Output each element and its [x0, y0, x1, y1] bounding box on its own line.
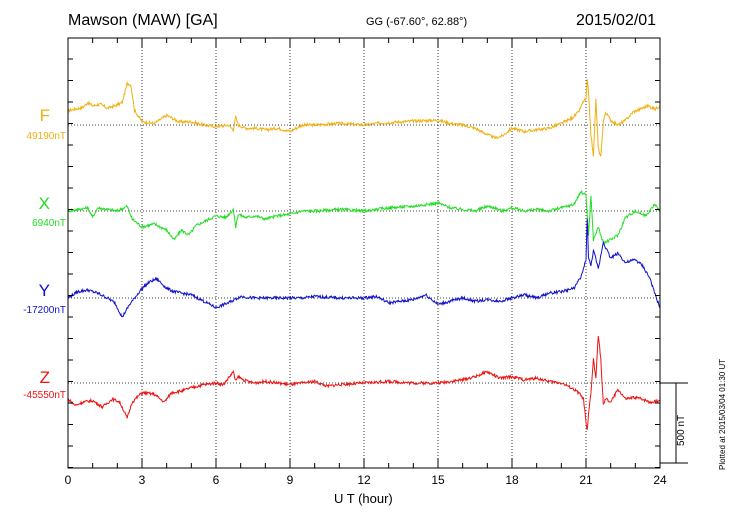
station-title: Mawson (MAW) [GA]: [68, 12, 218, 29]
plot-frame: [67, 37, 661, 469]
baseline-label-y: -17200nT: [23, 305, 66, 316]
coordinates-label: GG (-67.60°, 62.88°): [366, 16, 468, 28]
plotted-timestamp-note: Plotted at 2015/03/04 01:30 UT: [718, 358, 727, 470]
scale-bar-label: 500 nT: [676, 414, 687, 446]
x-tick-label: 9: [287, 473, 294, 487]
series-line-z: [67, 335, 661, 430]
scale-bar: [660, 382, 688, 464]
series-line-f: [67, 79, 661, 157]
grid-lines: [68, 38, 660, 468]
baseline-label-x: 6940nT: [32, 218, 66, 229]
series-line-y: [67, 218, 661, 318]
baseline-label-f: 49190nT: [26, 131, 66, 142]
component-label-z: Z: [39, 368, 50, 387]
x-tick-label: 21: [579, 473, 593, 487]
component-label-y: Y: [38, 281, 50, 300]
series-line-x: [67, 189, 661, 246]
series-lines: [67, 79, 661, 430]
date-label: 2015/02/01: [576, 12, 657, 29]
x-tick-label: 0: [65, 473, 72, 487]
x-tick-label: 12: [357, 473, 371, 487]
x-axis: 0 3 6 9 12 15 18 21 24: [65, 38, 667, 487]
x-tick-label: 18: [505, 473, 519, 487]
component-label-x: X: [38, 194, 50, 213]
baseline-label-z: -45550nT: [23, 390, 66, 401]
component-label-f: F: [39, 106, 50, 125]
x-axis-title: U T (hour): [334, 491, 393, 506]
x-tick-label: 6: [213, 473, 220, 487]
x-tick-label: 15: [431, 473, 445, 487]
x-tick-label: 24: [653, 473, 667, 487]
x-tick-label: 3: [139, 473, 146, 487]
